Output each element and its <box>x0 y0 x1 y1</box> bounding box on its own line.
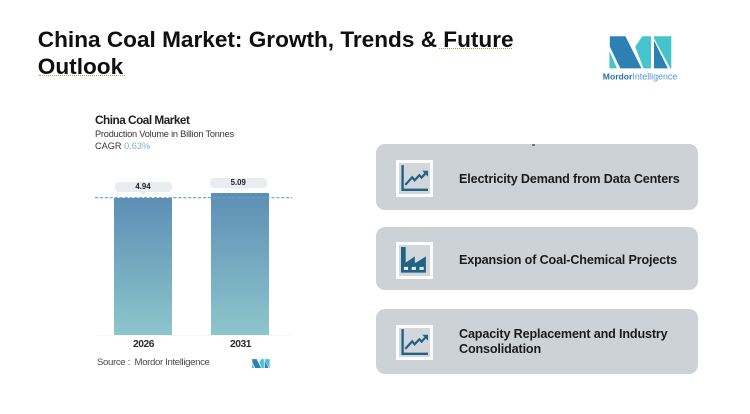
svg-text:Intelligence: Intelligence <box>632 72 677 82</box>
svg-text:Mordor: Mordor <box>603 72 633 82</box>
